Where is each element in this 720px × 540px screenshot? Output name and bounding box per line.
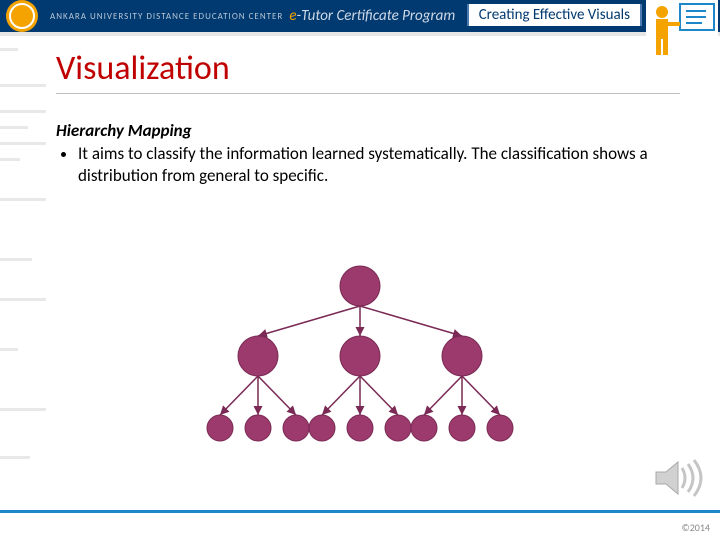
header-title: Creating Effective Visuals	[467, 4, 642, 26]
list-item: It aims to classify the information lear…	[78, 143, 680, 187]
header: ANKARA UNIVERSITY DISTANCE EDUCATION CEN…	[0, 0, 720, 32]
logo-badge-icon	[6, 0, 38, 32]
slide-title: Visualization	[56, 48, 680, 94]
footer: ©2014	[0, 510, 720, 540]
footer-line	[0, 510, 720, 513]
header-org: ANKARA UNIVERSITY DISTANCE EDUCATION CEN…	[50, 11, 283, 22]
presenter-icon	[646, 0, 718, 60]
bullet-list: It aims to classify the information lear…	[78, 143, 680, 187]
header-program: e-Tutor Certificate Program	[289, 7, 455, 25]
left-stripes	[0, 48, 46, 498]
hierarchy-diagram	[180, 260, 540, 460]
slide-subtitle: Hierarchy Mapping	[56, 120, 680, 141]
content: Visualization Hierarchy Mapping It aims …	[0, 36, 720, 187]
program-rest: -Tutor Certificate Program	[296, 7, 455, 25]
audio-speaker-icon[interactable]	[652, 456, 706, 500]
footer-copyright: ©2014	[681, 521, 710, 534]
